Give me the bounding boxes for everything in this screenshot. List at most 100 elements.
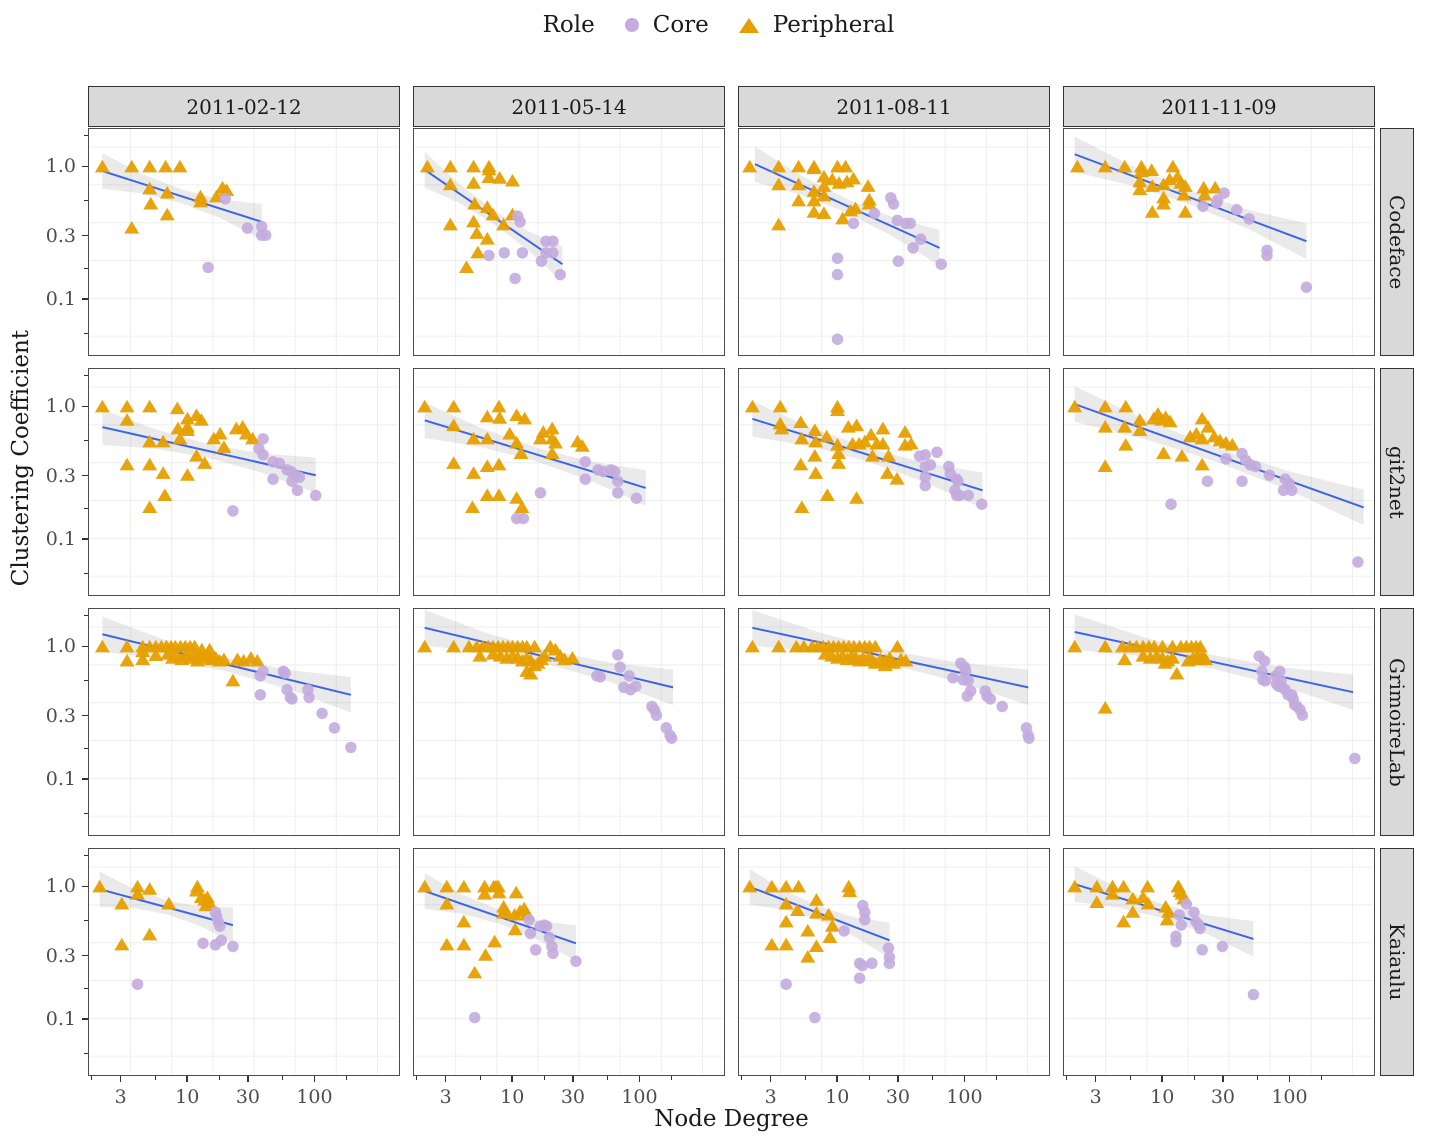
data-point-peripheral xyxy=(94,399,110,413)
data-point-core xyxy=(279,667,291,679)
data-point-peripheral xyxy=(509,408,525,421)
data-point-peripheral xyxy=(1132,174,1148,188)
gridlines xyxy=(414,609,723,834)
data-point-peripheral xyxy=(1161,905,1177,918)
data-point-core xyxy=(483,249,495,262)
data-point-peripheral xyxy=(94,639,110,653)
data-point-core xyxy=(1236,475,1248,487)
panel-canvas xyxy=(89,129,398,354)
data-point-peripheral xyxy=(479,459,495,473)
data-point-peripheral xyxy=(860,179,876,192)
data-point-peripheral xyxy=(155,466,171,479)
data-point-peripheral xyxy=(1067,879,1083,893)
peripheral-points xyxy=(1067,399,1240,473)
panel-canvas xyxy=(739,849,1048,1074)
data-point-peripheral xyxy=(903,436,919,450)
data-point-core xyxy=(214,920,226,932)
core-points xyxy=(483,210,566,285)
x-minor-tick-mark xyxy=(91,1076,93,1080)
x-tick-mark xyxy=(186,1076,188,1082)
data-point-peripheral xyxy=(849,418,865,432)
data-point-peripheral xyxy=(485,207,501,221)
facet-column-strip-2011-08-11: 2011-08-11 xyxy=(738,86,1050,127)
data-point-peripheral xyxy=(1132,423,1148,437)
x-tick-mark xyxy=(119,1076,122,1082)
data-point-peripheral xyxy=(1144,205,1160,218)
data-point-peripheral xyxy=(845,171,861,185)
data-point-peripheral xyxy=(417,879,433,893)
data-point-peripheral xyxy=(193,413,209,426)
data-point-peripheral xyxy=(564,651,580,664)
data-point-peripheral xyxy=(778,937,794,951)
data-point-peripheral xyxy=(793,415,809,429)
data-point-peripheral xyxy=(742,159,758,173)
data-point-peripheral xyxy=(142,882,158,895)
data-point-peripheral xyxy=(794,431,810,445)
data-point-peripheral xyxy=(135,652,151,666)
data-point-core xyxy=(260,229,272,241)
data-point-peripheral xyxy=(764,879,780,893)
panel-canvas xyxy=(414,129,723,354)
x-minor-tick-mark xyxy=(607,1076,609,1080)
data-point-core xyxy=(291,484,304,497)
data-point-core xyxy=(543,931,556,944)
y-minor-tick-mark xyxy=(84,920,88,922)
core-points xyxy=(202,193,272,274)
y-minor-tick-mark xyxy=(84,747,88,749)
x-tick-mark xyxy=(511,1076,513,1082)
data-point-core xyxy=(219,193,232,205)
data-point-core xyxy=(535,255,548,267)
y-tick-label-0.3: 0.3 xyxy=(45,224,76,247)
data-point-core xyxy=(1249,460,1262,473)
data-point-core xyxy=(227,940,239,953)
data-point-peripheral xyxy=(806,184,822,197)
panel-Codeface-2011-05-14 xyxy=(413,128,725,356)
data-point-peripheral xyxy=(807,449,823,462)
data-point-core xyxy=(1259,675,1272,687)
data-point-peripheral xyxy=(446,639,462,653)
data-point-peripheral xyxy=(806,161,822,175)
data-point-peripheral xyxy=(875,436,891,450)
data-point-peripheral xyxy=(470,245,486,259)
data-point-core xyxy=(1296,709,1309,721)
data-point-peripheral xyxy=(456,879,472,893)
data-point-core xyxy=(1300,281,1313,293)
data-point-core xyxy=(947,672,959,684)
x-minor-tick-mark xyxy=(670,1076,672,1080)
data-point-peripheral xyxy=(1067,639,1083,653)
x-tick-label-3: 3 xyxy=(764,1086,777,1108)
data-point-core xyxy=(892,255,905,267)
data-point-core xyxy=(919,449,931,461)
y-tick-mark xyxy=(82,645,88,648)
data-point-peripheral xyxy=(544,446,560,460)
data-point-peripheral xyxy=(492,171,508,184)
data-point-peripheral xyxy=(477,887,493,900)
data-point-core xyxy=(1256,665,1268,678)
data-point-peripheral xyxy=(439,879,455,893)
core-points xyxy=(1165,447,1364,568)
data-point-core xyxy=(509,272,521,285)
facet-row-strip-git2net: git2net xyxy=(1380,368,1414,596)
data-point-peripheral xyxy=(1164,651,1180,664)
data-point-peripheral xyxy=(1177,205,1193,218)
x-minor-tick-mark xyxy=(1320,1076,1322,1080)
facet-row-strip-GrimoireLab: GrimoireLab xyxy=(1380,608,1414,836)
data-point-peripheral xyxy=(807,423,823,437)
y-tick-mark xyxy=(82,405,88,408)
x-minor-tick-mark xyxy=(479,1076,481,1080)
data-point-peripheral xyxy=(479,232,495,245)
data-point-core xyxy=(241,222,254,234)
data-point-core xyxy=(579,473,592,485)
y-minor-tick-mark xyxy=(84,440,88,442)
data-point-core xyxy=(866,957,878,970)
panel-canvas xyxy=(89,369,398,594)
y-tick-mark xyxy=(82,234,88,237)
data-point-peripheral xyxy=(216,440,232,453)
peripheral-points xyxy=(742,159,877,231)
data-point-peripheral xyxy=(491,885,507,899)
data-point-peripheral xyxy=(1097,639,1113,653)
data-point-core xyxy=(524,927,537,940)
data-point-peripheral xyxy=(831,456,847,469)
peripheral-points xyxy=(1069,159,1223,218)
